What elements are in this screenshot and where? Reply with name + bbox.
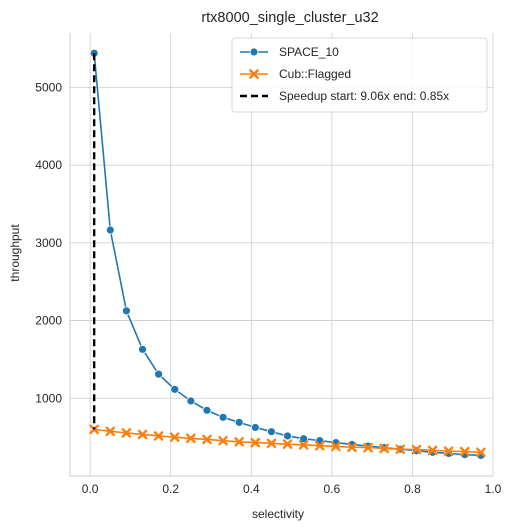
data-point-space-10	[235, 418, 243, 426]
data-point-space-10	[122, 307, 130, 315]
data-point-space-10	[187, 397, 195, 405]
legend-label-speedup-start-9-06x-end-0-85x: Speedup start: 9.06x end: 0.85x	[279, 89, 449, 103]
y-tick-label: 5000	[35, 80, 62, 94]
chart-title: rtx8000_single_cluster_u32	[201, 10, 378, 26]
legend-marker-space-10	[250, 48, 258, 56]
x-tick-label: 0.6	[324, 482, 341, 496]
x-axis-title: selectivity	[252, 507, 304, 521]
legend-label-cub-flagged: Cub::Flagged	[279, 67, 351, 81]
data-point-space-10	[251, 423, 259, 431]
x-tick-label: 0.2	[162, 482, 179, 496]
data-point-space-10	[219, 413, 227, 421]
x-tick-label: 0.8	[404, 482, 421, 496]
y-axis-title: throughput	[8, 224, 22, 282]
data-point-space-10	[139, 345, 147, 353]
y-tick-label: 1000	[35, 391, 62, 405]
data-point-space-10	[284, 432, 292, 440]
x-tick-label: 0.0	[82, 482, 99, 496]
y-tick-label: 3000	[35, 236, 62, 250]
data-point-space-10	[155, 370, 163, 378]
data-point-space-10	[203, 406, 211, 414]
data-point-space-10	[171, 385, 179, 393]
x-tick-label: 1.0	[485, 482, 502, 496]
data-point-space-10	[106, 226, 114, 234]
x-tick-label: 0.4	[243, 482, 260, 496]
legend-label-space-10: SPACE_10	[279, 45, 339, 59]
data-point-space-10	[267, 428, 275, 436]
y-tick-label: 2000	[35, 314, 62, 328]
y-tick-label: 4000	[35, 158, 62, 172]
